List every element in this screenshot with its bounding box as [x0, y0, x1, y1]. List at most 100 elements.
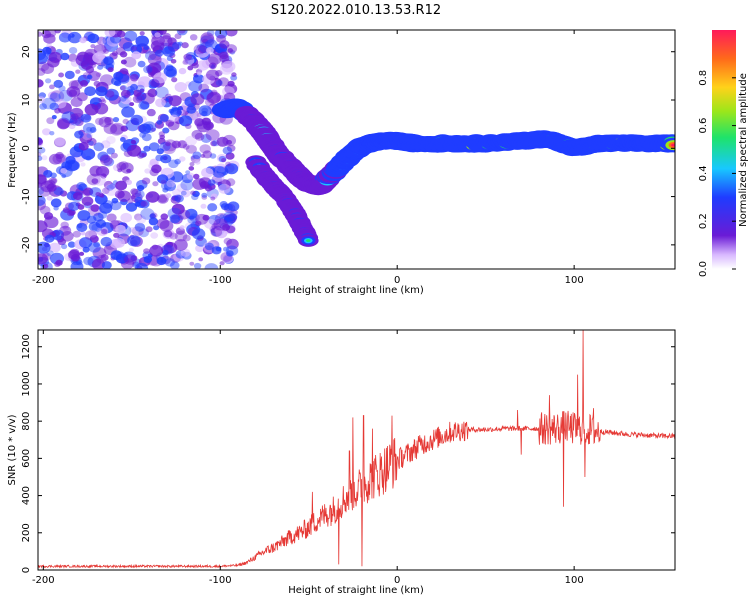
noise-blob [210, 140, 218, 147]
noise-blob [70, 97, 83, 108]
noise-blob [75, 54, 90, 66]
noise-blob [178, 67, 187, 75]
noise-blob [87, 33, 100, 44]
noise-blob [205, 129, 220, 141]
noise-blob [97, 64, 104, 70]
noise-blob [194, 132, 205, 141]
noise-blob [88, 140, 94, 146]
noise-blob [48, 242, 61, 253]
noise-blob [43, 212, 54, 220]
noise-blob [46, 117, 55, 125]
noise-blob [186, 105, 197, 114]
noise-blob [198, 257, 204, 262]
noise-blob [168, 108, 175, 114]
snr-y-ticks: 0 200 400 600 800 1000 1200 [21, 334, 675, 573]
noise-blob [68, 89, 78, 97]
noise-blob [163, 32, 171, 40]
noise-blob [202, 38, 209, 44]
noise-blob [82, 131, 93, 141]
noise-blob [38, 182, 43, 189]
noise-blob [122, 118, 129, 125]
noise-blob [133, 89, 142, 97]
colorbar-label: Normalized spectral amplitude [738, 73, 749, 227]
noise-blob [52, 153, 66, 165]
noise-blob [130, 195, 136, 200]
noise-blob [89, 126, 97, 133]
noise-blob [205, 39, 218, 50]
noise-blob [130, 83, 138, 91]
noise-blob [123, 56, 137, 68]
noise-blob [119, 51, 128, 58]
noise-blob [200, 203, 207, 209]
noise-blob [80, 113, 92, 123]
noise-blob [218, 183, 231, 194]
noise-blob [193, 44, 206, 55]
track-blob [306, 239, 311, 242]
noise-blob [64, 159, 79, 172]
noise-blob [198, 83, 210, 93]
noise-blob [216, 34, 227, 43]
noise-blob [62, 207, 70, 214]
snr-frame [37, 329, 676, 571]
noise-blob [103, 157, 115, 167]
noise-blob [41, 155, 48, 161]
noise-blob [77, 204, 85, 210]
noise-blob [141, 177, 151, 185]
noise-blob [143, 256, 152, 263]
noise-blob [83, 256, 94, 266]
noise-blob [187, 215, 198, 224]
noise-blob [174, 239, 188, 251]
noise-blob [226, 238, 239, 250]
noise-blob [56, 153, 67, 163]
noise-blob [82, 122, 96, 134]
noise-blob [138, 100, 150, 110]
noise-blob [137, 60, 146, 68]
noise-blob [55, 259, 63, 266]
noise-blob [178, 209, 191, 220]
noise-blob [207, 179, 216, 186]
noise-blob [86, 137, 97, 146]
noise-blob [78, 142, 89, 151]
noise-blob [134, 222, 146, 232]
noise-blob [134, 213, 143, 221]
noise-blob [151, 164, 162, 174]
noise-blob [76, 223, 83, 229]
y-tick-label: 10 [21, 94, 32, 107]
noise-blob [171, 77, 178, 83]
noise-blob [219, 261, 225, 266]
noise-blob [119, 95, 127, 102]
noise-blob [174, 194, 184, 203]
noise-blob [193, 262, 202, 269]
noise-blob [70, 79, 83, 91]
noise-blob [183, 53, 192, 61]
noise-blob [150, 79, 160, 87]
noise-blob [51, 229, 65, 241]
noise-blob [223, 237, 232, 245]
noise-blob [148, 217, 159, 226]
noise-blob [91, 178, 99, 185]
noise-blob [103, 56, 114, 66]
noise-blob [67, 241, 76, 248]
noise-blob [129, 227, 136, 233]
noise-blob [156, 148, 164, 155]
noise-blob [147, 53, 162, 66]
noise-blob [193, 173, 200, 180]
noise-blob [196, 71, 202, 76]
noise-blob [146, 108, 156, 117]
noise-blob [104, 183, 119, 196]
colorbar-tick-label: 0.6 [698, 118, 709, 134]
noise-blob [170, 261, 180, 269]
noise-blob [95, 86, 108, 97]
noise-blob [223, 211, 236, 222]
noise-blob [49, 92, 61, 102]
noise-blob [152, 181, 159, 187]
noise-blob [170, 59, 177, 64]
noise-blob [145, 191, 160, 203]
noise-blob [49, 131, 55, 136]
noise-blob [95, 166, 110, 178]
noise-blob [86, 215, 97, 224]
noise-blob [42, 46, 52, 55]
y-tick-label: 800 [21, 412, 32, 431]
track-blob [671, 143, 675, 147]
noise-blob [148, 142, 160, 152]
